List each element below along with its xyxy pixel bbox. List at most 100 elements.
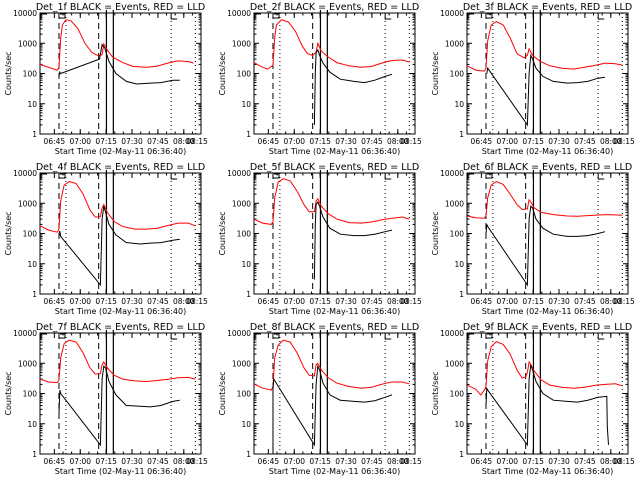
y-tick-label: 1000: [18, 199, 37, 208]
x-tick-label: 07:15: [309, 457, 331, 466]
x-tick-label: 07:30: [548, 297, 570, 306]
x-tick-label: 07:45: [147, 297, 169, 306]
chart-det-4: 1 10 100 1000 10000 06:45 07:00 07:15 07:30 07:45…: [4, 162, 208, 316]
plot-frame: [253, 12, 416, 135]
end-bracket-icon: [597, 174, 605, 180]
y-tick-label: 1000: [232, 39, 251, 48]
lld-series-line: [466, 21, 623, 72]
end-bracket-icon: [384, 174, 392, 180]
x-axis-label: Start Time (02-May-11 06:36:40): [269, 307, 400, 316]
y-axis-label: Counts/sec: [431, 211, 440, 255]
x-tick-label: 07:45: [361, 297, 383, 306]
y-tick-label: 10: [241, 260, 251, 269]
end-bracket-icon: [384, 14, 392, 20]
y-tick-label: 1: [459, 130, 464, 139]
chart-title: Det_7f BLACK = Events, RED = LLD: [36, 322, 205, 333]
chart-title: Det_1f BLACK = Events, RED = LLD: [36, 2, 205, 13]
chart-det-9: 1 10 100 1000 10000 06:45 07:00 07:15 07:30 07:45…: [431, 322, 635, 476]
x-tick-label: 07:00: [283, 457, 305, 466]
y-tick-label: 100: [237, 230, 252, 239]
chart-title: Det_2f BLACK = Events, RED = LLD: [250, 2, 419, 13]
x-tick-label: 08:00: [387, 137, 409, 146]
y-tick-label: 1: [459, 290, 464, 299]
y-tick-label: 100: [237, 390, 252, 399]
x-axis-label: Start Time (02-May-11 06:36:40): [482, 307, 613, 316]
y-tick-label: 100: [450, 70, 465, 79]
x-tick-label: 08:00: [387, 457, 409, 466]
y-tick-label: 10: [454, 260, 464, 269]
events-series-line: [313, 48, 393, 125]
x-tick-label: 07:00: [69, 457, 91, 466]
S-bracket-icon: [272, 13, 280, 19]
x-tick-label: 06:45: [44, 457, 66, 466]
chart-title: Det_4f BLACK = Events, RED = LLD: [36, 162, 205, 173]
x-tick-label: 07:00: [69, 297, 91, 306]
S-bracket-icon: [58, 333, 66, 339]
y-tick-label: 100: [237, 70, 252, 79]
x-axis-label: Start Time (02-May-11 06:36:40): [269, 147, 400, 156]
x-tick-label: 06:45: [44, 137, 66, 146]
end-bracket-icon: [597, 334, 605, 340]
y-tick-label: 1: [246, 130, 251, 139]
x-tick-label: 08:00: [600, 137, 622, 146]
y-tick-label: 1000: [445, 199, 464, 208]
x-tick-label: 08:00: [173, 297, 195, 306]
chart-title: Det_3f BLACK = Events, RED = LLD: [463, 2, 632, 13]
chart-det-1: 1 10 100 1000 10000 06:45 07:00 07:15 07:30 07:45…: [4, 2, 208, 156]
start-bracket-icon: [467, 173, 474, 179]
x-tick-label: 07:30: [335, 457, 357, 466]
events-series-line: [486, 53, 606, 127]
chart-det-6: 1 10 100 1000 10000 06:45 07:00 07:15 07:30 07:45…: [431, 162, 635, 316]
panel-det-2: 1 10 100 1000 10000 06:45 07:00 07:15 07:30 07:45…: [214, 0, 427, 160]
y-axis-label: Counts/sec: [218, 51, 227, 95]
y-tick-label: 10000: [440, 329, 464, 338]
S-bracket-icon: [485, 173, 493, 179]
y-tick-label: 10: [27, 420, 37, 429]
y-tick-label: 1: [32, 290, 37, 299]
x-tick-label: 07:00: [69, 137, 91, 146]
events-series-line: [58, 365, 180, 447]
x-tick-label: 08:15: [186, 137, 208, 146]
start-bracket-icon: [467, 333, 474, 339]
x-tick-label: 08:15: [400, 137, 422, 146]
end-bracket-icon: [597, 14, 605, 20]
x-axis-label: Start Time (02-May-11 06:36:40): [55, 307, 186, 316]
y-tick-label: 10: [454, 420, 464, 429]
S-bracket-icon: [58, 13, 66, 19]
lld-series-line: [253, 339, 410, 391]
y-tick-label: 10000: [13, 329, 37, 338]
x-axis-label: Start Time (02-May-11 06:36:40): [482, 147, 613, 156]
y-tick-label: 1: [246, 290, 251, 299]
lld-series-line: [253, 19, 410, 70]
y-tick-label: 1: [32, 450, 37, 459]
y-tick-label: 1000: [232, 199, 251, 208]
plot-frame: [39, 12, 202, 135]
y-tick-label: 1000: [445, 359, 464, 368]
x-tick-label: 07:45: [147, 457, 169, 466]
y-axis-label: Counts/sec: [431, 371, 440, 415]
y-tick-label: 10000: [13, 9, 37, 18]
chart-det-5: 1 10 100 1000 10000 06:45 07:00 07:15 07:30 07:45…: [218, 162, 422, 316]
x-tick-label: 07:30: [121, 137, 143, 146]
x-tick-label: 08:15: [613, 137, 635, 146]
x-tick-label: 08:15: [186, 297, 208, 306]
x-tick-label: 08:00: [600, 457, 622, 466]
x-tick-label: 07:15: [522, 457, 544, 466]
x-tick-label: 08:00: [173, 137, 195, 146]
panel-det-6: 1 10 100 1000 10000 06:45 07:00 07:15 07:30 07:45…: [427, 160, 640, 320]
x-tick-label: 07:00: [496, 457, 518, 466]
x-tick-label: 07:45: [361, 137, 383, 146]
y-tick-label: 10000: [440, 169, 464, 178]
x-axis-label: Start Time (02-May-11 06:36:40): [269, 467, 400, 476]
panel-det-4: 1 10 100 1000 10000 06:45 07:00 07:15 07:30 07:45…: [0, 160, 213, 320]
y-axis-label: Counts/sec: [4, 211, 13, 255]
x-axis-label: Start Time (02-May-11 06:36:40): [482, 467, 613, 476]
x-tick-label: 07:30: [335, 297, 357, 306]
x-tick-label: 08:00: [600, 297, 622, 306]
plot-frame: [466, 172, 629, 295]
chart-det-3: 1 10 100 1000 10000 06:45 07:00 07:15 07:30 07:45…: [431, 2, 635, 156]
y-tick-label: 10: [241, 100, 251, 109]
x-tick-label: 06:45: [44, 297, 66, 306]
start-bracket-icon: [40, 173, 47, 179]
events-series-line: [313, 200, 393, 280]
